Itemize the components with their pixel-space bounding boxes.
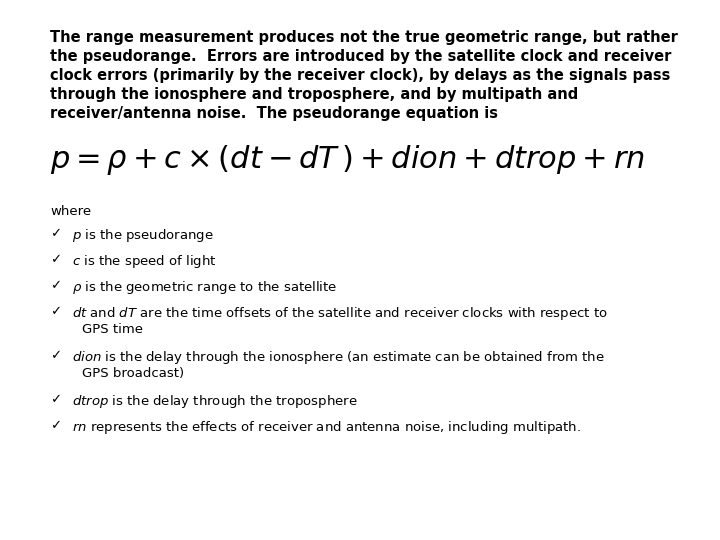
Text: $\mathit{rn}$ represents the effects of receiver and antenna noise, including mu: $\mathit{rn}$ represents the effects of … [72, 419, 581, 436]
Text: $\mathit{dtrop}$ is the delay through the troposphere: $\mathit{dtrop}$ is the delay through th… [72, 393, 358, 410]
Text: clock errors (primarily by the receiver clock), by delays as the signals pass: clock errors (primarily by the receiver … [50, 68, 670, 83]
Text: ✓: ✓ [50, 393, 61, 406]
Text: ✓: ✓ [50, 419, 61, 432]
Text: where: where [50, 205, 91, 218]
Text: $\mathit{dion}$ is the delay through the ionosphere (an estimate can be obtained: $\mathit{dion}$ is the delay through the… [72, 349, 605, 366]
Text: GPS broadcast): GPS broadcast) [82, 367, 184, 380]
Text: ✓: ✓ [50, 305, 61, 318]
Text: $\mathit{p}$ is the pseudorange: $\mathit{p}$ is the pseudorange [72, 227, 214, 244]
Text: ✓: ✓ [50, 227, 61, 240]
Text: $\mathit{dt}$ and $\mathit{dT}$ are the time offsets of the satellite and receiv: $\mathit{dt}$ and $\mathit{dT}$ are the … [72, 305, 608, 322]
Text: receiver/antenna noise.  The pseudorange equation is: receiver/antenna noise. The pseudorange … [50, 106, 498, 121]
Text: through the ionosphere and troposphere, and by multipath and: through the ionosphere and troposphere, … [50, 87, 578, 102]
Text: ✓: ✓ [50, 349, 61, 362]
Text: The range measurement produces not the true geometric range, but rather: The range measurement produces not the t… [50, 30, 678, 45]
Text: ✓: ✓ [50, 279, 61, 292]
Text: GPS time: GPS time [82, 323, 143, 336]
Text: ✓: ✓ [50, 253, 61, 266]
Text: $\mathit{c}$ is the speed of light: $\mathit{c}$ is the speed of light [72, 253, 217, 270]
Text: $p = \rho + c \times (dt - dT\,) + dion + dtrop + rn$: $p = \rho + c \times (dt - dT\,) + dion … [50, 143, 645, 177]
Text: $\mathit{ρ}$ is the geometric range to the satellite: $\mathit{ρ}$ is the geometric range to t… [72, 279, 337, 296]
Text: the pseudorange.  Errors are introduced by the satellite clock and receiver: the pseudorange. Errors are introduced b… [50, 49, 671, 64]
